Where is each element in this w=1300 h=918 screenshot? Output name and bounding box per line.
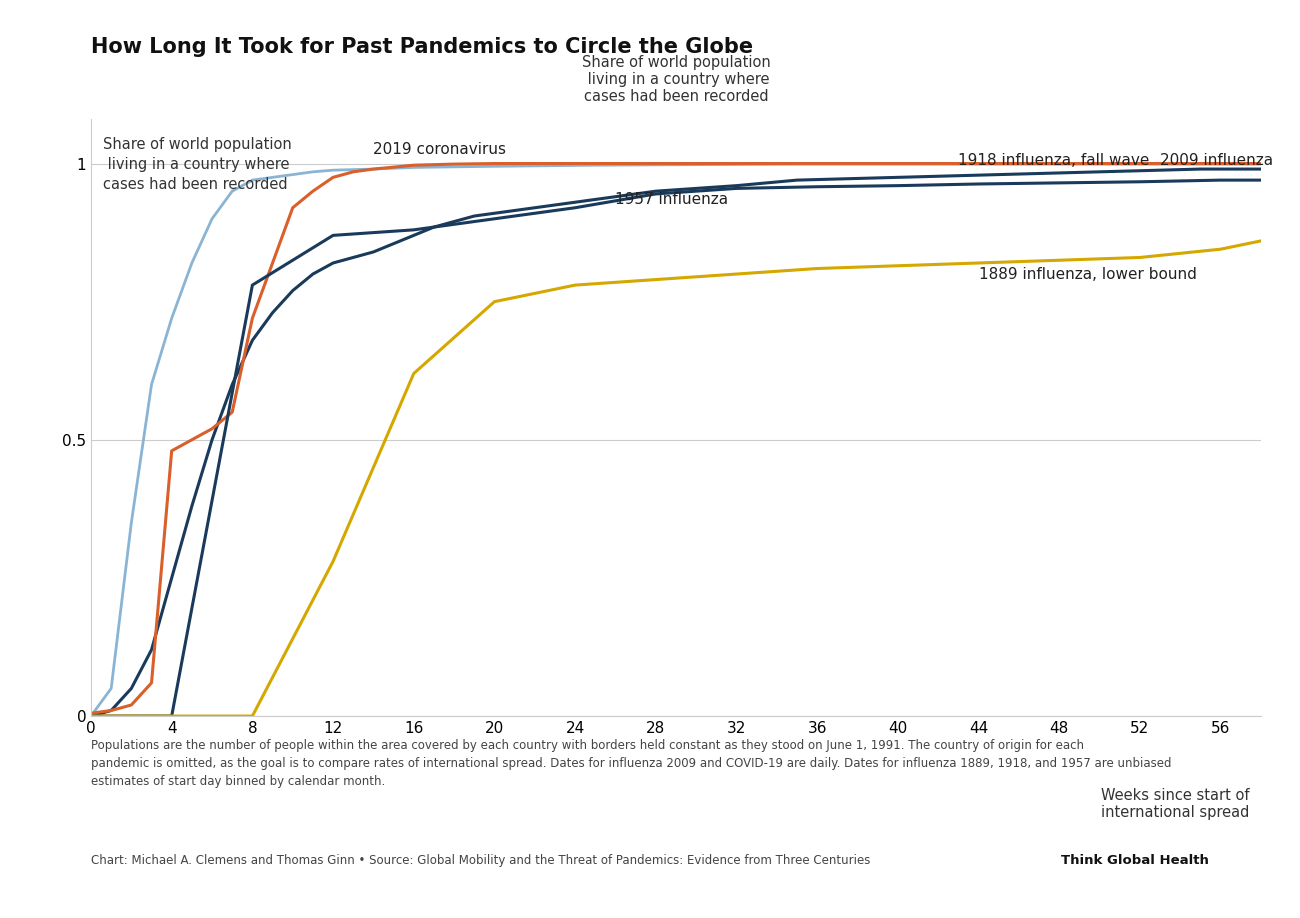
- Text: 1889 influenza, lower bound: 1889 influenza, lower bound: [979, 266, 1196, 282]
- Text: 1957 influenza: 1957 influenza: [615, 192, 728, 207]
- Text: Populations are the number of people within the area covered by each country wit: Populations are the number of people wit…: [91, 739, 1171, 788]
- Text: Share of world population
 living in a country where
cases had been recorded: Share of world population living in a co…: [103, 138, 291, 192]
- Text: Think Global Health: Think Global Health: [1061, 854, 1209, 867]
- Text: 2009 influenza: 2009 influenza: [1160, 153, 1273, 168]
- Text: Weeks since start of
international spread: Weeks since start of international sprea…: [1101, 788, 1249, 820]
- Text: Chart: Michael A. Clemens and Thomas Ginn • Source: Global Mobility and the Thre: Chart: Michael A. Clemens and Thomas Gin…: [91, 854, 871, 867]
- Text: 2019 coronavirus: 2019 coronavirus: [373, 142, 507, 157]
- Text: 1918 influenza, fall wave: 1918 influenza, fall wave: [958, 153, 1149, 168]
- Text: Share of world population
 living in a country where
cases had been recorded: Share of world population living in a co…: [581, 55, 771, 105]
- Text: How Long It Took for Past Pandemics to Circle the Globe: How Long It Took for Past Pandemics to C…: [91, 37, 753, 57]
